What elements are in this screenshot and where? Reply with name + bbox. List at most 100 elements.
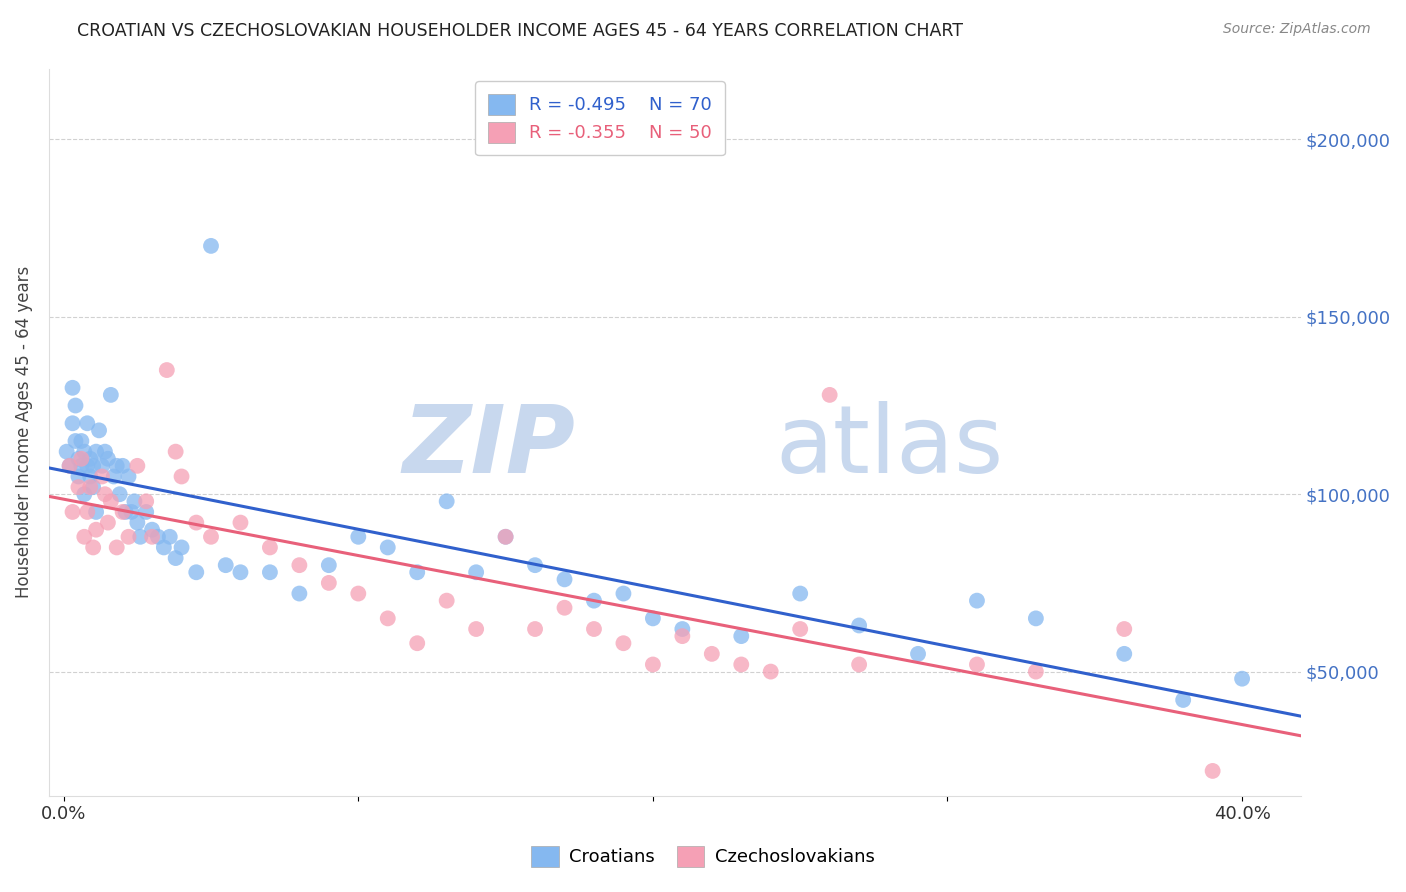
Point — [70, 451, 93, 466]
Point — [67, 469, 90, 483]
Point — [436, 593, 458, 607]
Point — [117, 530, 139, 544]
Point — [789, 586, 811, 600]
Point — [120, 505, 142, 519]
Point — [554, 573, 576, 587]
Point — [124, 494, 146, 508]
Point — [186, 516, 208, 530]
Point — [76, 458, 98, 473]
Point — [229, 566, 252, 580]
Point — [70, 434, 93, 448]
Point — [76, 417, 98, 431]
Point — [141, 523, 163, 537]
Point — [465, 566, 488, 580]
Point — [117, 469, 139, 483]
Point — [84, 505, 107, 519]
Point — [1025, 611, 1047, 625]
Point — [730, 657, 752, 672]
Point — [105, 541, 128, 555]
Point — [82, 480, 104, 494]
Point — [141, 530, 163, 544]
Point — [73, 444, 96, 458]
Legend: R = -0.495    N = 70, R = -0.355    N = 50: R = -0.495 N = 70, R = -0.355 N = 50 — [475, 81, 724, 155]
Point — [288, 586, 311, 600]
Point — [84, 444, 107, 458]
Point — [100, 388, 122, 402]
Point — [1173, 693, 1195, 707]
Point — [1201, 764, 1223, 778]
Point — [818, 388, 841, 402]
Point — [1114, 622, 1136, 636]
Point — [108, 487, 131, 501]
Point — [165, 444, 187, 458]
Point — [62, 381, 84, 395]
Point — [200, 530, 222, 544]
Point — [318, 575, 340, 590]
Point — [347, 530, 370, 544]
Point — [73, 487, 96, 501]
Point — [111, 458, 134, 473]
Point — [966, 593, 988, 607]
Point — [377, 611, 399, 625]
Point — [406, 636, 429, 650]
Point — [129, 530, 152, 544]
Point — [70, 458, 93, 473]
Point — [103, 469, 125, 483]
Point — [641, 657, 664, 672]
Point — [82, 458, 104, 473]
Point — [377, 541, 399, 555]
Point — [465, 622, 488, 636]
Point — [288, 558, 311, 573]
Point — [146, 530, 169, 544]
Text: atlas: atlas — [775, 401, 1004, 492]
Point — [170, 541, 193, 555]
Point — [671, 629, 693, 643]
Point — [159, 530, 181, 544]
Point — [495, 530, 517, 544]
Point — [135, 505, 157, 519]
Point — [170, 469, 193, 483]
Point — [87, 423, 110, 437]
Point — [94, 487, 117, 501]
Point — [156, 363, 179, 377]
Point — [700, 647, 723, 661]
Point — [79, 480, 101, 494]
Point — [65, 434, 87, 448]
Point — [641, 611, 664, 625]
Point — [671, 622, 693, 636]
Point — [91, 458, 114, 473]
Point — [495, 530, 517, 544]
Point — [100, 494, 122, 508]
Point — [186, 566, 208, 580]
Point — [82, 541, 104, 555]
Point — [406, 566, 429, 580]
Point — [84, 523, 107, 537]
Point — [789, 622, 811, 636]
Point — [65, 399, 87, 413]
Point — [67, 451, 90, 466]
Point — [97, 451, 120, 466]
Point — [347, 586, 370, 600]
Point — [730, 629, 752, 643]
Point — [612, 586, 634, 600]
Point — [215, 558, 238, 573]
Point — [62, 417, 84, 431]
Point — [62, 505, 84, 519]
Point — [436, 494, 458, 508]
Point — [127, 458, 149, 473]
Point — [1114, 647, 1136, 661]
Point — [759, 665, 782, 679]
Point — [848, 657, 870, 672]
Point — [582, 622, 605, 636]
Point — [105, 458, 128, 473]
Point — [907, 647, 929, 661]
Point — [554, 600, 576, 615]
Legend: Croatians, Czechoslovakians: Croatians, Czechoslovakians — [524, 838, 882, 874]
Point — [582, 593, 605, 607]
Point — [111, 505, 134, 519]
Point — [966, 657, 988, 672]
Point — [524, 622, 547, 636]
Point — [79, 469, 101, 483]
Text: CROATIAN VS CZECHOSLOVAKIAN HOUSEHOLDER INCOME AGES 45 - 64 YEARS CORRELATION CH: CROATIAN VS CZECHOSLOVAKIAN HOUSEHOLDER … — [77, 22, 963, 40]
Point — [55, 444, 77, 458]
